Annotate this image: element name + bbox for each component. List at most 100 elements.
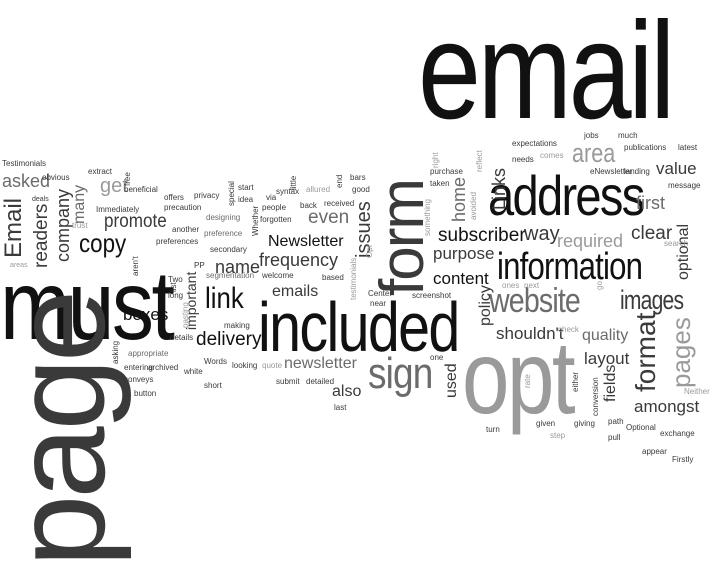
word-archived: archived: [148, 363, 179, 372]
word-pull: pull: [608, 433, 621, 442]
word-special: special: [227, 181, 236, 206]
word-rate: rate: [523, 374, 532, 388]
word-step: step: [550, 431, 566, 440]
word-images: images: [620, 285, 684, 315]
word-list: list: [169, 282, 178, 292]
word-needs: needs: [512, 155, 534, 164]
word-much: much: [618, 131, 638, 140]
word-precaution: precaution: [164, 203, 202, 212]
word-arent: aren't: [131, 256, 140, 276]
word-fields: fields: [602, 364, 619, 402]
word-back: back: [300, 201, 317, 210]
word-testimonials-lc: testimonials: [349, 257, 358, 300]
word-asked: asked: [2, 171, 51, 191]
word-many: many: [71, 184, 88, 224]
word-even: even: [308, 207, 350, 228]
word-testimonials: Testimonials: [2, 159, 47, 168]
word-designing: designing: [206, 213, 241, 222]
word-giving: giving: [574, 419, 595, 428]
word-areas: areas: [10, 262, 28, 269]
word-looking: looking: [232, 361, 258, 370]
word-end: end: [335, 174, 344, 188]
word-opt-cap: Opt: [365, 245, 374, 258]
word-way: way: [524, 223, 560, 245]
word-trust: trust: [72, 221, 88, 230]
word-publications: publications: [624, 143, 667, 152]
word-company: company: [53, 188, 73, 262]
word-website: website: [489, 282, 581, 320]
word-email: email: [418, 0, 675, 148]
word-layout: layout: [584, 349, 630, 368]
word-newsletter-cap: Newsletter: [268, 233, 344, 250]
word-boxes: boxes: [123, 305, 169, 324]
word-immediately: Immediately: [96, 205, 140, 214]
word-taken: taken: [430, 179, 450, 188]
word-expectations: expectations: [512, 139, 557, 148]
word-beneficial: beneficial: [124, 185, 158, 194]
word-jobs: jobs: [584, 131, 599, 140]
word-link: link: [205, 282, 244, 315]
word-conveys: conveys: [124, 375, 154, 384]
word-right: right: [431, 152, 440, 168]
word-area: area: [572, 138, 616, 168]
word-given: given: [536, 419, 556, 428]
word-name: name: [215, 257, 261, 277]
word-next: next: [524, 281, 540, 290]
word-based: based: [322, 273, 344, 282]
word-bars: bars: [350, 173, 366, 182]
word-allured: allured: [306, 185, 331, 194]
word-screenshot: screenshot: [412, 291, 452, 300]
word-secondary: secondary: [210, 245, 247, 254]
word-via: via: [266, 193, 277, 202]
word-required: required: [557, 231, 624, 251]
word-get: get: [100, 175, 128, 197]
word-free: free: [123, 172, 132, 186]
word-frequency: frequency: [259, 250, 339, 270]
word-reflect: reflect: [475, 150, 484, 172]
word-page: page: [0, 293, 132, 567]
word-email-cap: Email: [0, 197, 27, 258]
word-welcome: welcome: [262, 271, 294, 280]
word-newsletter: newsletter: [284, 355, 357, 372]
word-sign: sign: [368, 349, 433, 398]
word-avoided: avoided: [469, 191, 478, 220]
word-value: value: [656, 159, 697, 178]
word-turn: turn: [486, 425, 500, 434]
word-pp: PP: [194, 261, 205, 270]
word-readers: readers: [31, 203, 52, 268]
word-emails: emails: [272, 283, 319, 300]
word-detailed: detailed: [306, 377, 335, 386]
word-quote: quote: [262, 361, 283, 370]
word-optional-cap: Optional: [626, 423, 656, 432]
word-copy: copy: [79, 228, 127, 258]
word-forgotten: forgotten: [260, 215, 292, 224]
word-home: home: [449, 176, 469, 222]
word-format: format: [630, 312, 661, 392]
word-something: something: [423, 199, 432, 236]
word-center: Center: [368, 289, 393, 298]
word-comes: comes: [540, 151, 564, 160]
word-landing: landing: [624, 167, 650, 176]
word-offers: offers: [164, 193, 184, 202]
word-one: one: [430, 353, 444, 362]
word-last: last: [334, 403, 347, 412]
word-form: form: [368, 180, 437, 296]
word-appear: appear: [642, 447, 667, 456]
word-search: search: [664, 239, 689, 248]
word-path: path: [608, 417, 624, 426]
word-received: received: [324, 199, 355, 208]
word-message: message: [668, 181, 701, 190]
word-purchase: purchase: [430, 167, 463, 176]
word-information: information: [497, 246, 643, 288]
word-syntax: syntax: [276, 187, 300, 196]
word-links: Links: [489, 167, 509, 210]
word-clear: clear: [631, 223, 673, 244]
word-shouldnt: shouldn't: [496, 324, 564, 343]
word-preference: preference: [204, 229, 243, 238]
word-white: white: [184, 367, 203, 376]
word-either: either: [571, 371, 580, 392]
word-amongst: amongst: [634, 397, 700, 416]
word-purpose: purpose: [433, 244, 495, 263]
word-good: good: [352, 185, 370, 194]
word-must: must: [0, 250, 175, 360]
